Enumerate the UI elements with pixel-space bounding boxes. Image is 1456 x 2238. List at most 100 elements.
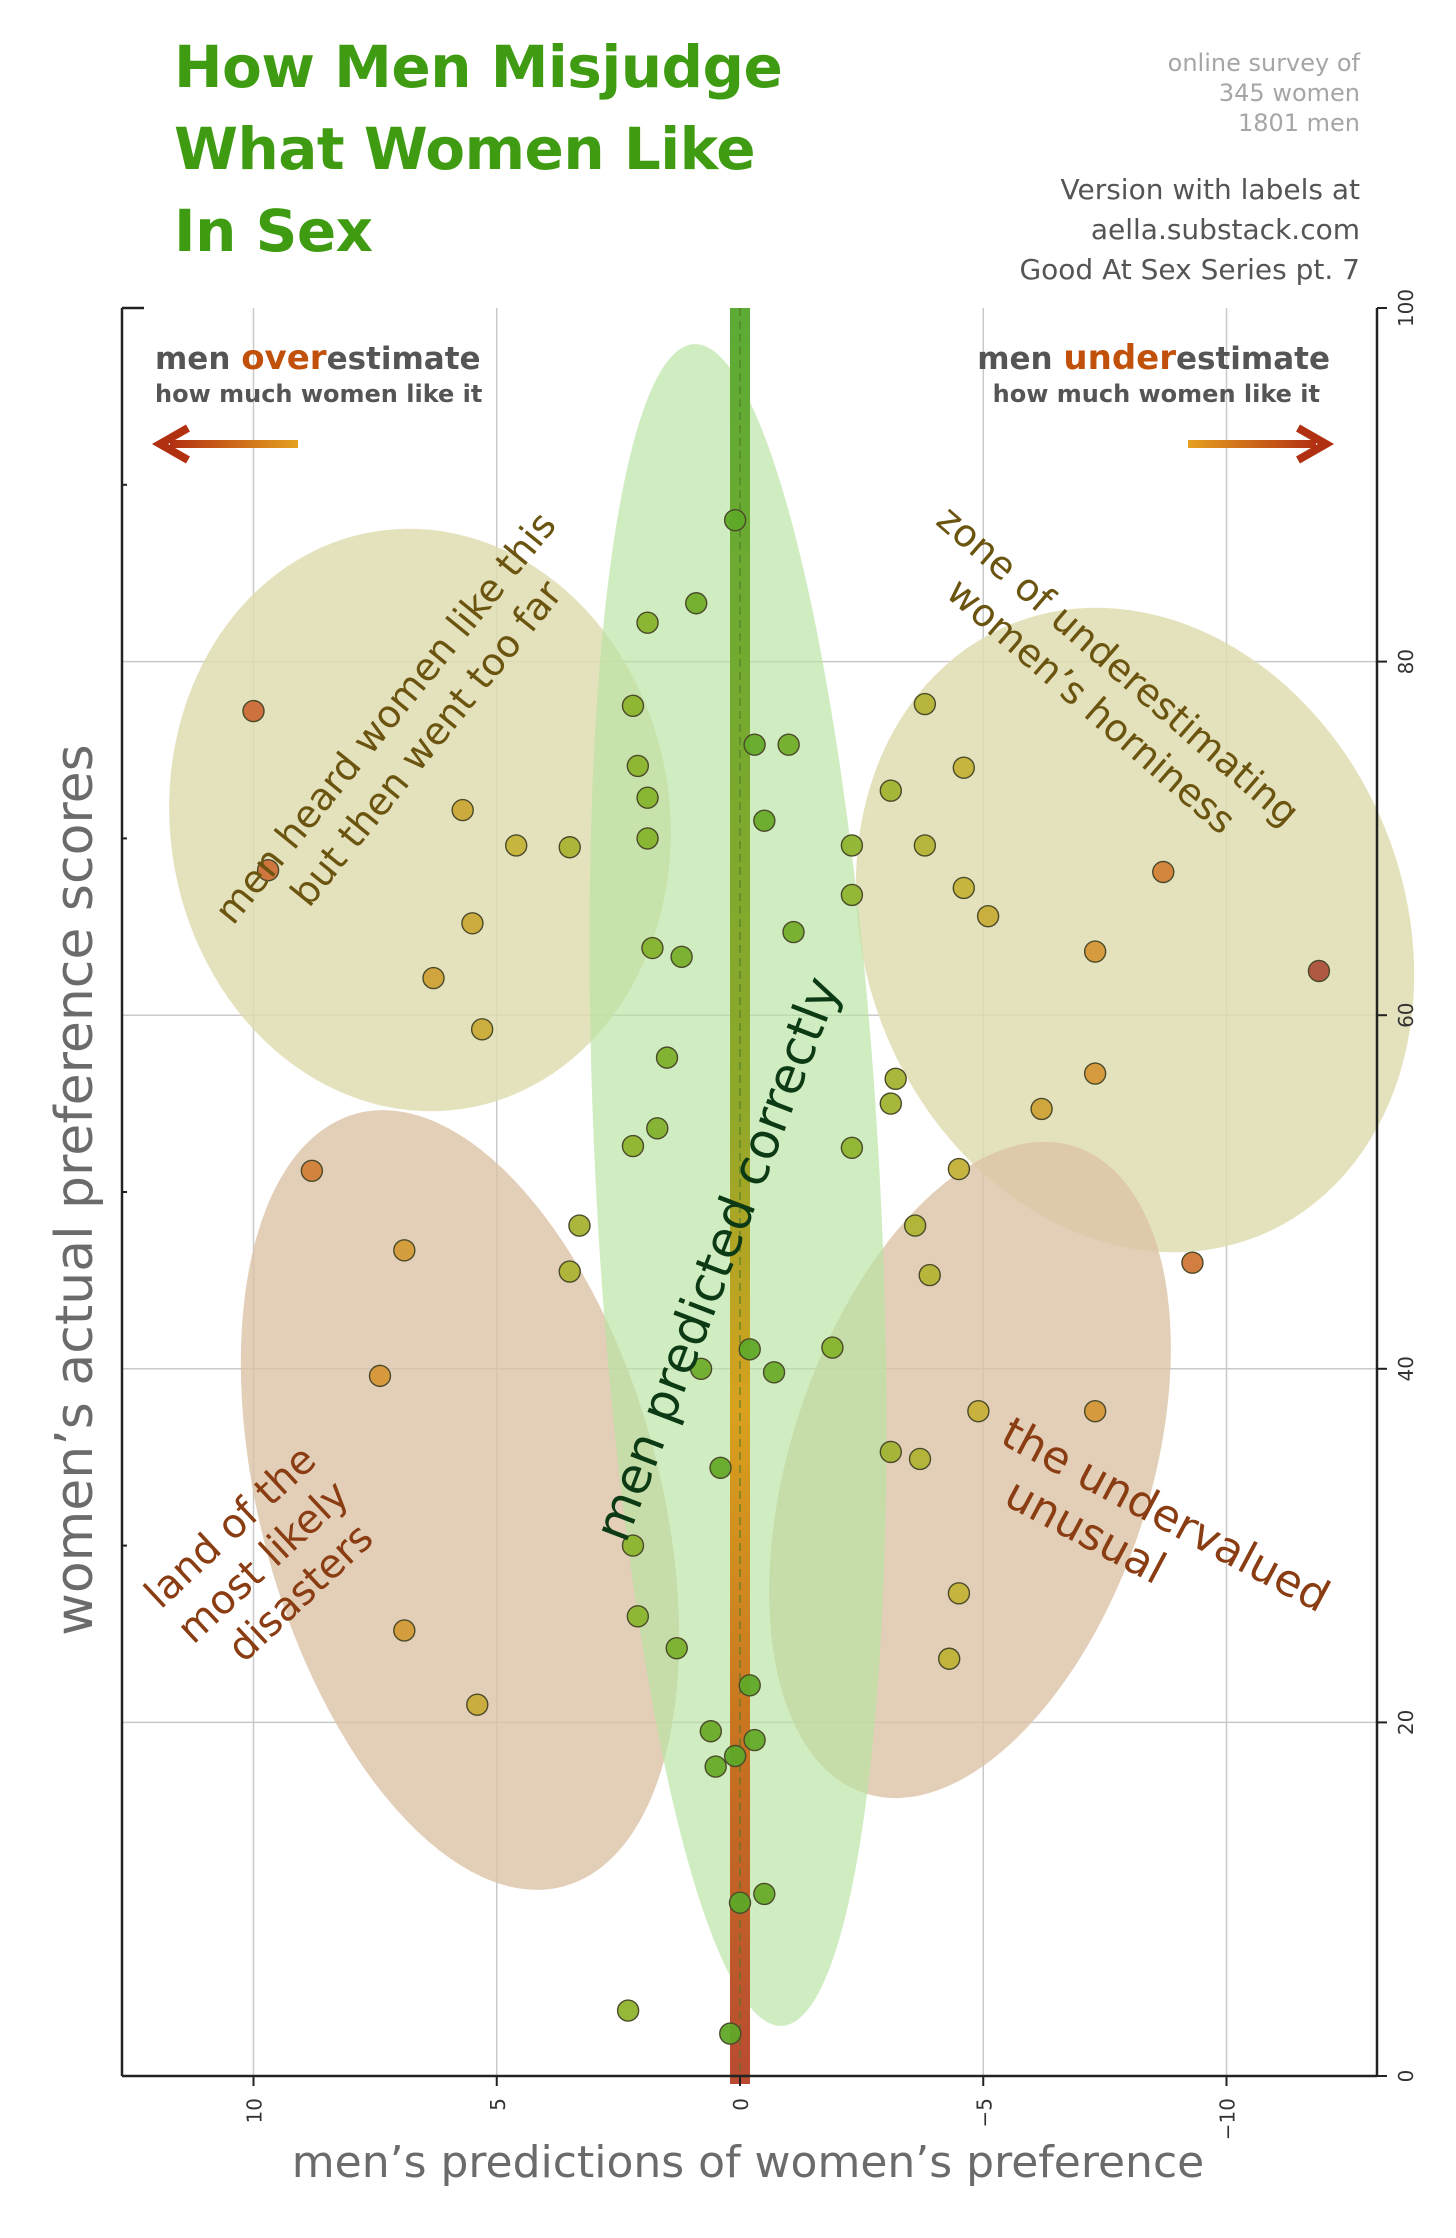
data-point	[558, 1260, 581, 1283]
banner-right-main: men underestimate	[977, 338, 1330, 378]
data-point	[685, 592, 708, 615]
data-point	[952, 756, 975, 779]
data-point	[719, 2022, 742, 2045]
data-point	[782, 920, 805, 944]
data-point	[908, 1447, 932, 1471]
data-point	[723, 1744, 747, 1768]
data-point	[466, 1693, 489, 1716]
survey-line-1: online survey of	[1167, 49, 1360, 77]
data-point	[636, 827, 659, 850]
data-point	[655, 1046, 679, 1069]
data-point	[918, 1263, 941, 1287]
zone-disasters	[240, 1110, 680, 1890]
data-point	[937, 1647, 961, 1670]
data-point	[393, 1619, 416, 1642]
y-axis-label: women’s actual preference scores	[45, 744, 105, 1635]
data-point	[621, 1534, 645, 1557]
data-point	[738, 1338, 761, 1361]
title-line-2: What Women Like	[174, 115, 756, 183]
data-point	[879, 1440, 903, 1464]
data-point	[753, 1882, 776, 1906]
data-point	[689, 1357, 713, 1381]
data-point	[709, 1456, 732, 1480]
data-point	[976, 904, 1000, 928]
data-point	[470, 1018, 494, 1041]
y-tick-label: 20	[1394, 1710, 1418, 1735]
zones	[169, 344, 1415, 2026]
data-point	[967, 1400, 990, 1423]
x-axis-label: men’s predictions of women’s preference	[292, 2137, 1204, 2188]
data-point	[840, 883, 864, 907]
data-point	[699, 1720, 723, 1743]
data-point	[505, 834, 528, 857]
data-point	[913, 834, 937, 857]
y-tick-label: 60	[1394, 1002, 1418, 1027]
data-point	[1181, 1251, 1204, 1274]
data-point	[242, 699, 265, 723]
x-tick-label: −5	[972, 2098, 996, 2127]
x-tick-label: 0	[729, 2098, 753, 2111]
data-points	[242, 508, 1331, 2045]
data-point	[422, 966, 445, 990]
survey-line-2: 345 women	[1218, 79, 1360, 107]
x-tick-label: 10	[243, 2098, 267, 2123]
data-point	[461, 912, 484, 935]
survey-line-3: 1801 men	[1237, 109, 1360, 137]
data-point	[723, 508, 747, 532]
data-point	[947, 1157, 971, 1181]
zone-underestimating	[855, 607, 1415, 1253]
data-point	[670, 945, 693, 969]
banner-left-sub: how much women like it	[155, 380, 482, 408]
data-point	[947, 1582, 971, 1605]
data-point	[568, 1214, 591, 1237]
data-point	[913, 692, 937, 716]
data-point	[903, 1214, 927, 1237]
title-line-3: In Sex	[174, 197, 373, 265]
data-point	[728, 1891, 752, 1914]
data-point	[738, 1674, 761, 1697]
data-point	[1083, 1062, 1107, 1085]
data-point	[393, 1239, 416, 1262]
data-point	[616, 1999, 640, 2022]
credit-line-1: Version with labels at	[1060, 173, 1360, 206]
y-tick-label: 100	[1394, 289, 1418, 327]
arrow-left-icon	[151, 424, 298, 464]
data-point	[1152, 860, 1175, 884]
data-point	[1083, 940, 1107, 963]
data-point	[952, 876, 975, 900]
data-point	[821, 1336, 844, 1359]
data-point	[665, 1636, 688, 1660]
y-tick-label: 40	[1394, 1356, 1418, 1381]
data-point	[636, 611, 659, 634]
data-point	[1307, 959, 1331, 983]
y-tick-label: 80	[1394, 649, 1418, 674]
data-point	[256, 859, 280, 882]
data-point	[646, 1117, 669, 1140]
arrow-right-icon	[1188, 424, 1335, 464]
data-point	[704, 1755, 727, 1778]
x-tick-label: −10	[1216, 2098, 1240, 2140]
data-point	[621, 1134, 645, 1158]
data-point	[840, 1136, 864, 1160]
banner-left-main: men overestimate	[155, 338, 481, 378]
data-point	[743, 733, 766, 756]
credits-note: Version with labels at aella.substack.co…	[1019, 170, 1360, 290]
banner-right: men underestimate how much women like it	[977, 338, 1335, 464]
title-line-1: How Men Misjudge	[174, 33, 783, 101]
data-point	[558, 836, 581, 859]
data-point	[626, 754, 650, 778]
banner-right-sub: how much women like it	[993, 380, 1320, 408]
data-point	[753, 809, 776, 832]
chart-title: How Men Misjudge What Women Like In Sex	[174, 26, 783, 272]
data-point	[641, 936, 664, 960]
survey-note: online survey of 345 women 1801 men	[1168, 48, 1360, 138]
data-point	[879, 1092, 903, 1115]
axes: 10 5 0 −5 −10 0 20 40 60 80 100	[120, 289, 1418, 2140]
data-point	[636, 786, 659, 809]
data-point	[621, 694, 645, 717]
data-point	[840, 834, 864, 857]
data-point	[300, 1159, 324, 1182]
data-point	[626, 1605, 650, 1628]
data-point	[1083, 1400, 1107, 1423]
